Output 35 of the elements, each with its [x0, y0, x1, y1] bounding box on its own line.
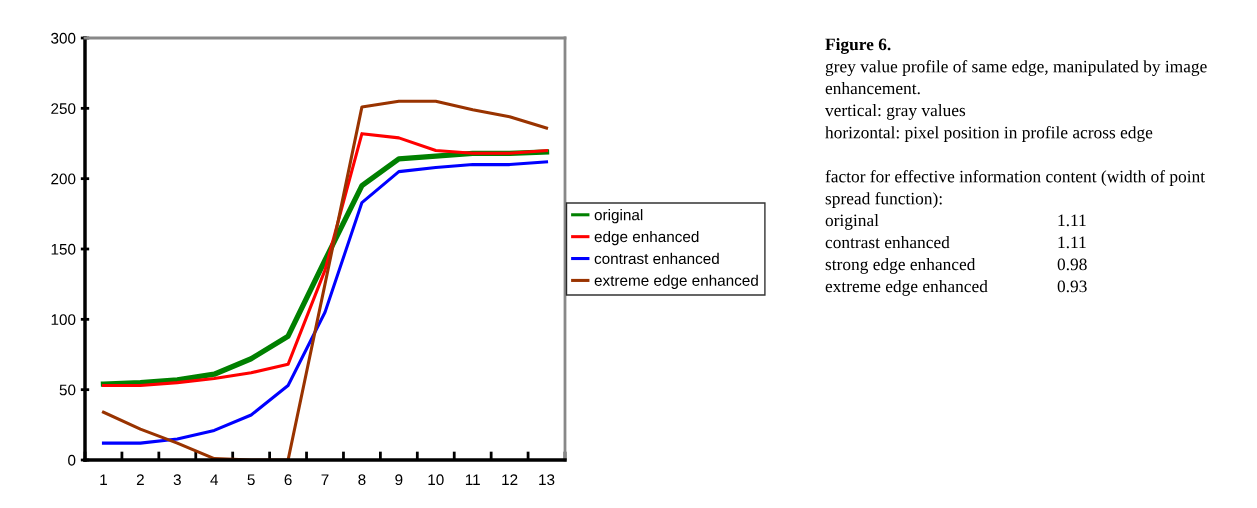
x-tick-label: 9 — [395, 474, 403, 486]
legend-label: extreme edge enhanced — [594, 274, 758, 289]
y-tick-label: 0 — [68, 454, 76, 466]
line-series — [101, 160, 549, 445]
text: strong edge enhanced 0.98 — [825, 258, 1087, 274]
text: horizontal: pixel position in profile across edge — [825, 126, 1153, 142]
x-tick-label: 12 — [502, 474, 518, 485]
text: extreme edge enhanced 0.93 — [825, 280, 1087, 296]
x-tick-label: 2 — [136, 474, 144, 485]
x-tick-label: 10 — [428, 474, 444, 486]
x-tick-label: 3 — [173, 474, 181, 486]
y-tick-label: 300 — [51, 32, 76, 44]
caption: Figure 6. — [825, 38, 891, 54]
y-tick-label: 100 — [51, 314, 76, 326]
y-tick-label: 250 — [51, 103, 76, 115]
y-tick-label: 50 — [59, 384, 76, 396]
x-tick-label: 1 — [100, 474, 107, 485]
y-tick-label: 150 — [51, 243, 76, 255]
x-tick-label: 4 — [210, 474, 219, 485]
x-tick-label: 8 — [358, 474, 366, 486]
legend-label: edge enhanced — [594, 230, 699, 246]
text: vertical: gray values — [825, 104, 966, 120]
x-tick-label: 5 — [247, 474, 255, 486]
x-tick-label: 7 — [321, 474, 329, 485]
text: grey value profile of same edge, manipulated by image enhancement. — [825, 60, 1207, 95]
line-series — [101, 99, 549, 460]
y-tick-label: 200 — [51, 173, 76, 185]
x-tick-label: 6 — [284, 474, 292, 486]
text: original 1.11 — [825, 214, 1086, 230]
x-tick-label: 11 — [465, 474, 480, 485]
x-tick-label: 13 — [539, 474, 555, 486]
legend-label: contrast enhanced — [594, 252, 719, 265]
text: contrast enhanced 1.11 — [825, 236, 1086, 249]
legend-label: original — [594, 209, 643, 224]
text: factor for effective information content (width of point spread function): — [825, 170, 1205, 208]
